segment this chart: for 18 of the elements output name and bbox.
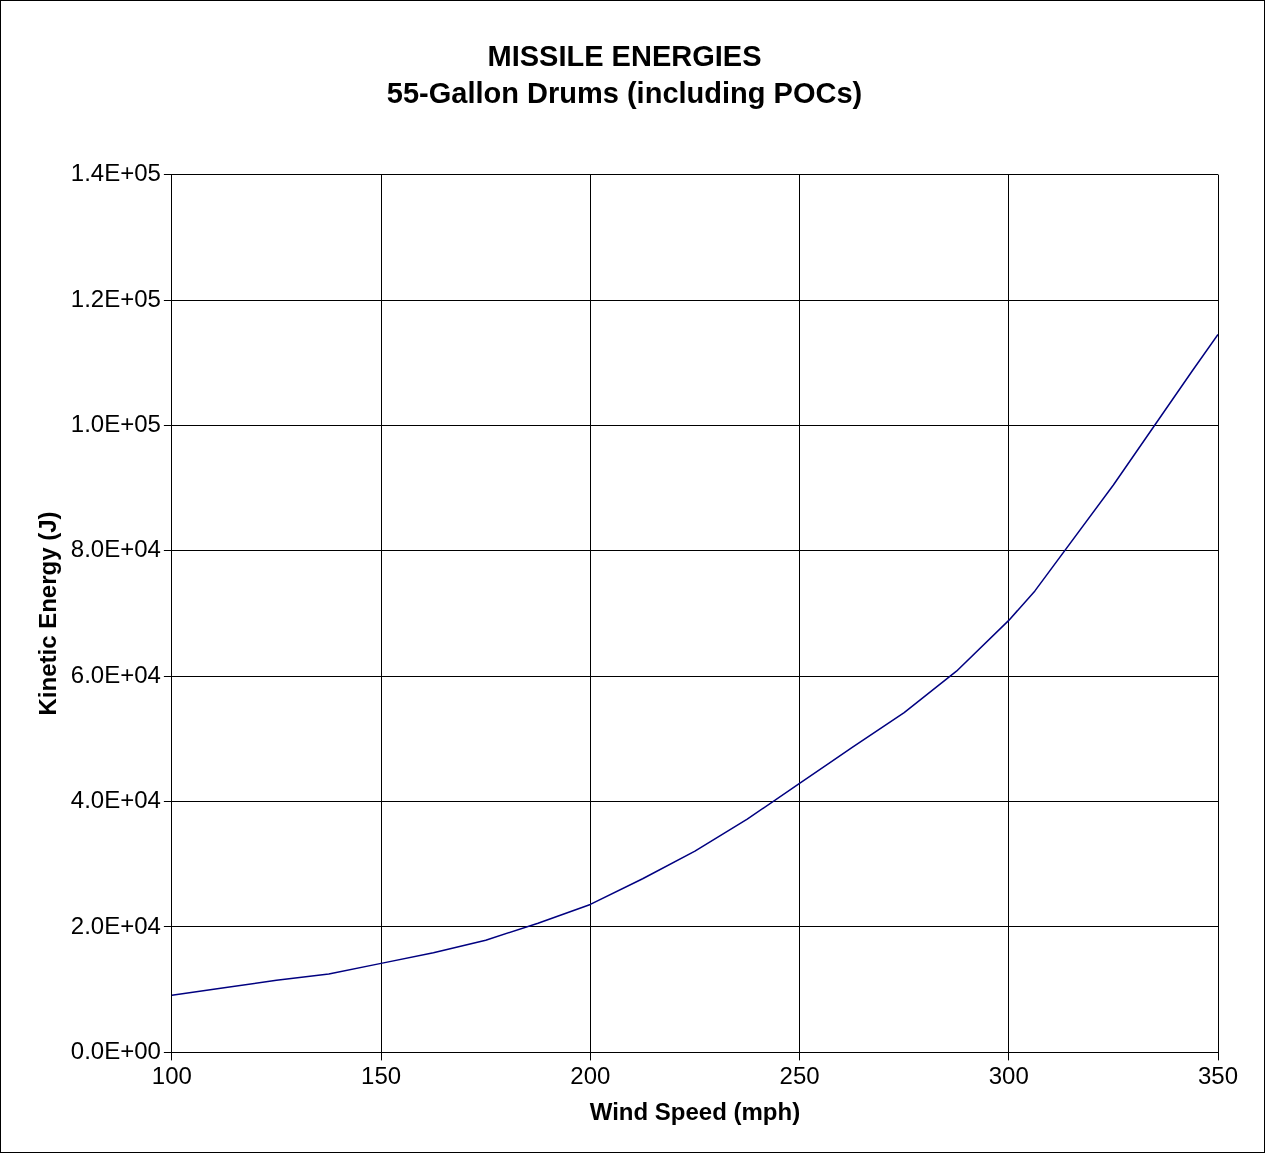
y-tick-label: 6.0E+04 — [70, 660, 161, 688]
x-tick-label: 200 — [570, 1062, 611, 1090]
y-tick-label: 1.0E+05 — [70, 410, 161, 438]
chart-subtitle: 55-Gallon Drums (including POCs) — [386, 77, 863, 110]
y-tick-label: 2.0E+04 — [70, 911, 161, 939]
x-axis-title: Wind Speed (mph) — [589, 1098, 801, 1126]
y-tick-label: 0.0E+00 — [70, 1037, 161, 1065]
y-tick-label: 1.4E+05 — [70, 159, 161, 187]
y-tick-label: 8.0E+04 — [70, 535, 161, 563]
x-tick-label: 100 — [151, 1062, 192, 1090]
y-tick-label: 4.0E+04 — [70, 786, 161, 814]
x-tick-label: 300 — [988, 1062, 1029, 1090]
x-tick-label: 250 — [779, 1062, 820, 1090]
y-tick-label: 1.2E+05 — [70, 284, 161, 312]
chart-title: MISSILE ENERGIES — [487, 40, 762, 73]
y-axis-title: Kinetic Energy (J) — [34, 511, 62, 716]
x-tick-label: 350 — [1197, 1062, 1239, 1090]
x-tick-label: 150 — [361, 1062, 402, 1090]
